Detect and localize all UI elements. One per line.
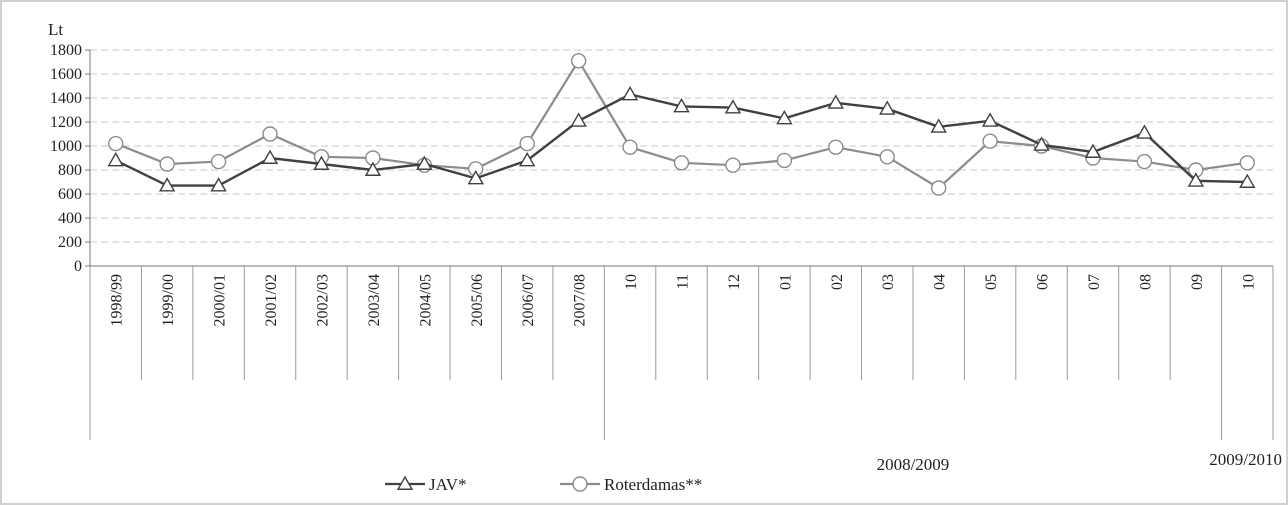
data-point [982,133,998,149]
data-point [570,53,587,69]
category-label: 07 [1086,274,1103,290]
category-label: 2005/06 [469,274,486,326]
category-label: 09 [1189,274,1206,290]
legend-marker [396,475,414,490]
data-point [1084,143,1102,158]
y-tick-label: 1200 [50,114,82,131]
y-tick-label: 1000 [50,138,82,155]
data-point [518,151,536,167]
legend-marker [572,476,588,492]
data-point [107,151,124,167]
data-point [981,112,999,127]
data-point [673,155,690,171]
legend: JAV* Roterdamas** [385,475,702,494]
data-point [724,99,742,114]
y-tick-label: 0 [74,258,82,275]
category-label: 2001/02 [263,274,280,326]
y-tick-label: 1600 [50,66,82,83]
category-label: 11 [675,274,692,289]
category-label: 02 [829,274,846,290]
category-label: 2003/04 [366,274,383,326]
category-label: 2007/08 [572,274,589,326]
data-point [827,94,845,109]
data-point [1033,136,1050,151]
category-label: 2002/03 [314,274,331,326]
data-point [210,177,227,192]
data-point [159,156,175,172]
category-label: 2000/01 [212,274,229,326]
data-point [416,155,433,170]
data-point [930,118,947,133]
y-tick-label: 800 [58,162,82,179]
category-label: 04 [932,274,949,290]
legend-label: JAV* [429,475,466,494]
category-label: 10 [623,274,640,290]
data-point [313,155,330,170]
category-label: 08 [1137,274,1154,290]
category-label: 1999/00 [160,274,177,326]
category-label: 1998/99 [109,274,126,326]
legend-entry: Roterdamas** [560,475,702,494]
legend-label: Roterdamas** [604,475,702,494]
data-point [1136,124,1153,139]
y-tick-label: 1400 [50,90,82,107]
data-point [364,161,382,176]
data-point [108,135,124,152]
series-lines [107,53,1256,196]
data-point [621,85,639,101]
y-tick-label: 600 [58,186,82,203]
data-point [725,157,741,173]
category-label: 2006/07 [520,274,537,326]
category-label: 01 [777,274,794,290]
series-1 [108,53,1255,196]
data-point [570,112,587,127]
data-point [158,177,176,192]
data-point [622,139,638,155]
y-tick-label: 1800 [50,42,82,59]
category-label: 03 [880,274,897,290]
axes: Lt [48,20,1274,440]
data-point [467,169,484,185]
y-tick-label: 400 [58,210,82,227]
series-0 [107,85,1256,192]
data-point [1239,155,1255,171]
category-label: 12 [726,274,743,290]
data-point [519,135,535,152]
category-group-label: 2009/2010 [1209,450,1282,469]
data-point [828,139,844,155]
data-point [879,149,895,165]
category-label: 2004/05 [417,274,434,326]
data-point [261,149,279,164]
data-point [776,152,793,169]
data-point [673,97,690,113]
legend-entry: JAV* [385,475,466,494]
data-point [210,153,227,170]
category-labels: 1998/99 1999/00 2000/01 2001/02 2002/03 2003/… [109,274,1282,474]
data-point [879,100,896,115]
category-label: 05 [983,274,1000,290]
data-point [262,126,278,142]
data-point [776,109,793,125]
data-point [1239,173,1256,188]
unit-label: Lt [48,20,63,39]
data-point [1136,153,1153,170]
data-point [930,180,947,196]
category-group-label: 2008/2009 [877,455,950,474]
data-point [1187,172,1205,187]
y-tick-label: 200 [58,234,82,251]
y-tick-labels: 0 200 400 600 800 1000 1200 1400 1600 1800 [50,42,82,275]
gridlines [90,49,1273,243]
category-label: 06 [1035,274,1052,290]
category-label: 10 [1240,274,1257,290]
